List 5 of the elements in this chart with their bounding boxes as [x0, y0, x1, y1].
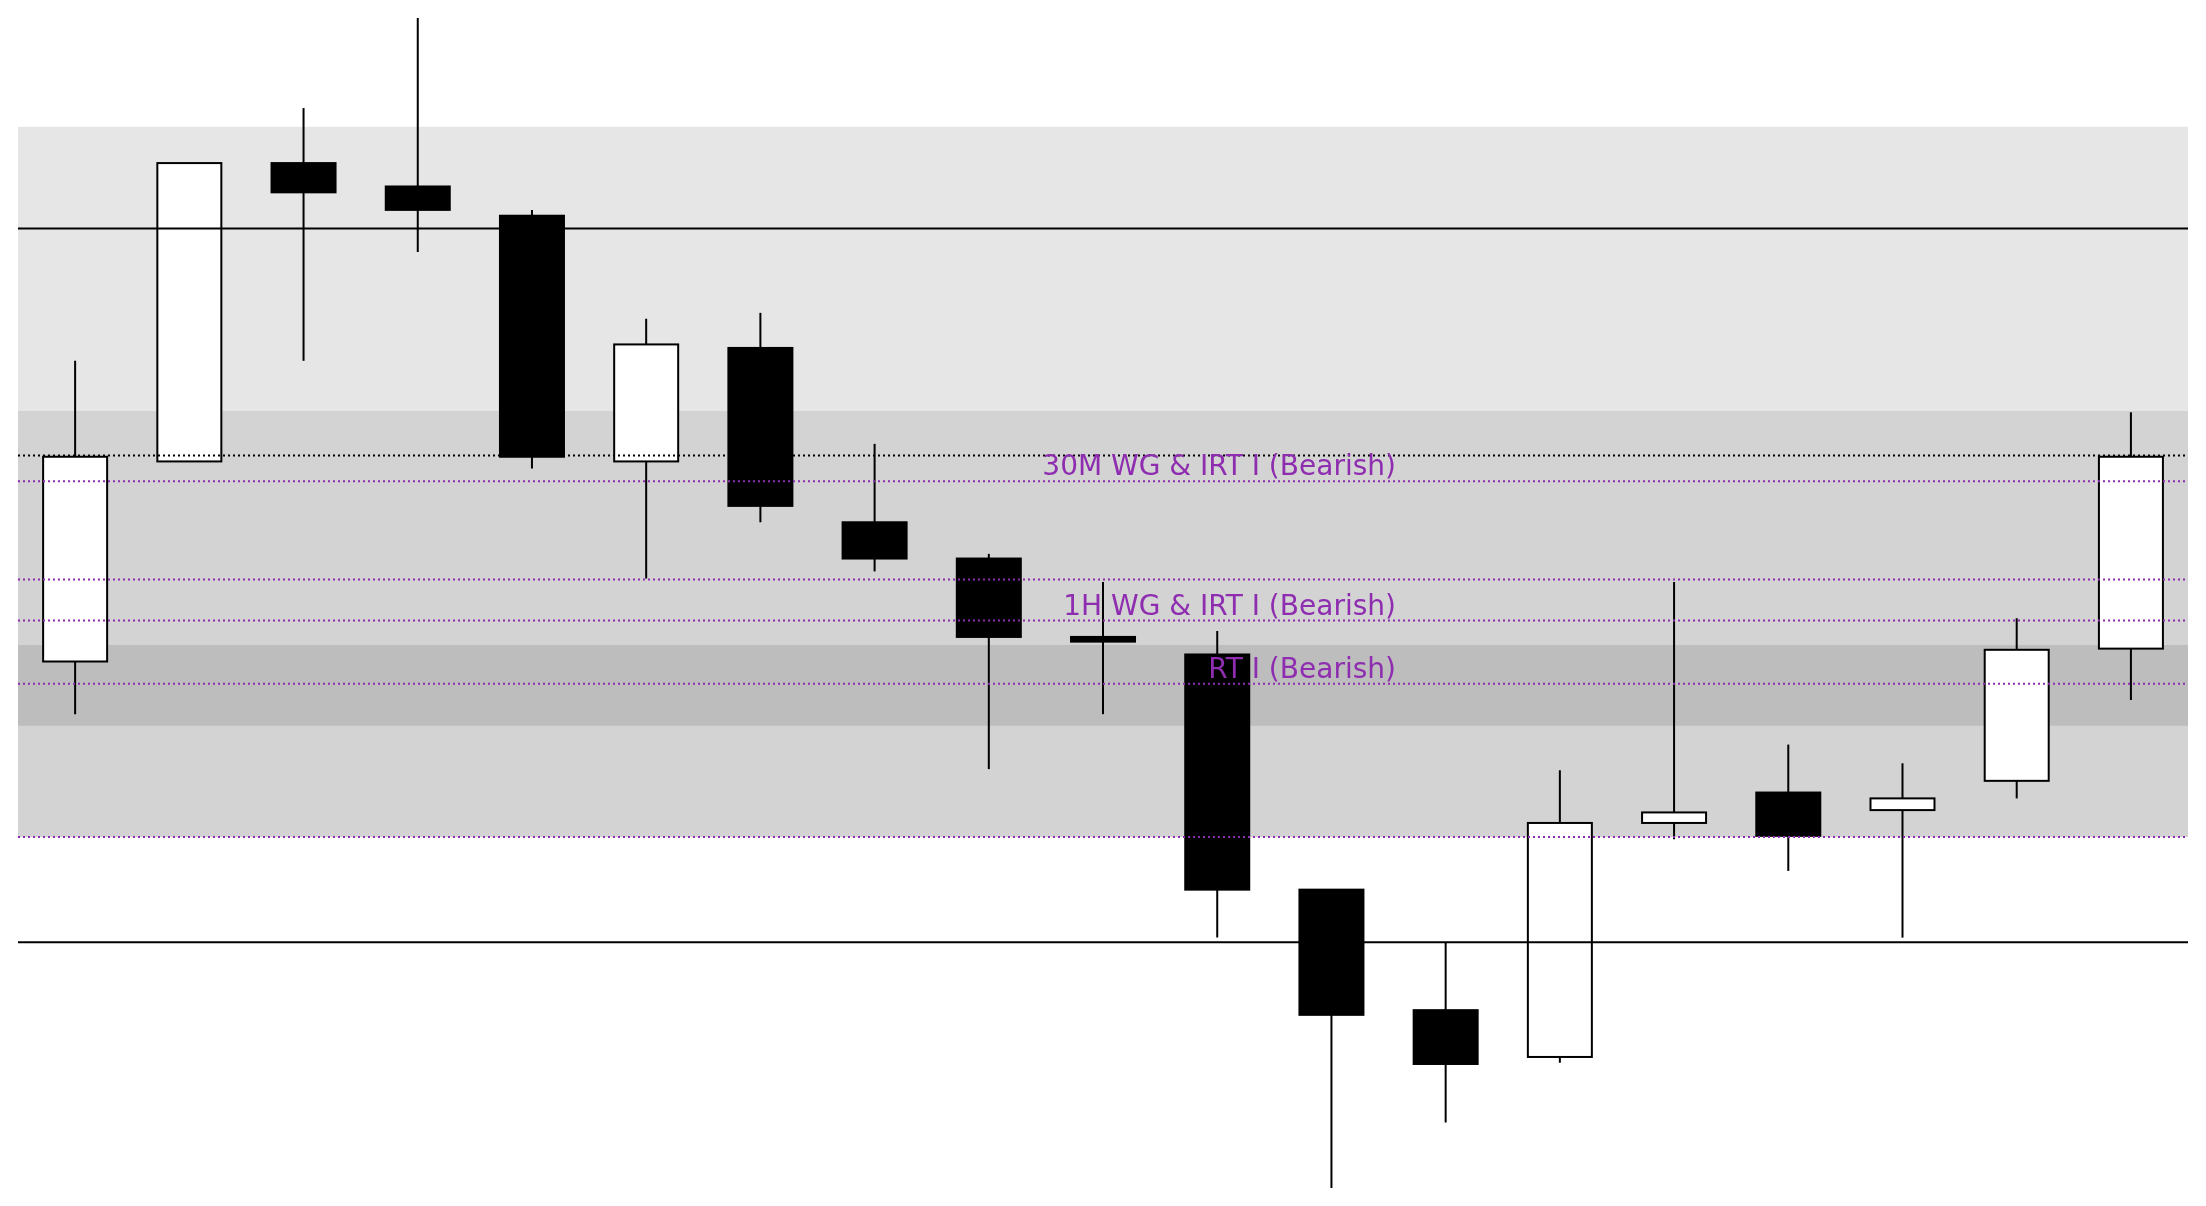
ref-line-label: 1H WG & IRT I (Bearish) — [1063, 588, 1396, 622]
ref-line-label: 30M WG & IRT I (Bearish) — [1042, 449, 1396, 483]
candlestick — [1641, 580, 1708, 841]
candlestick — [1869, 762, 1936, 939]
ref-line-label: RT I (Bearish) — [1208, 651, 1396, 685]
